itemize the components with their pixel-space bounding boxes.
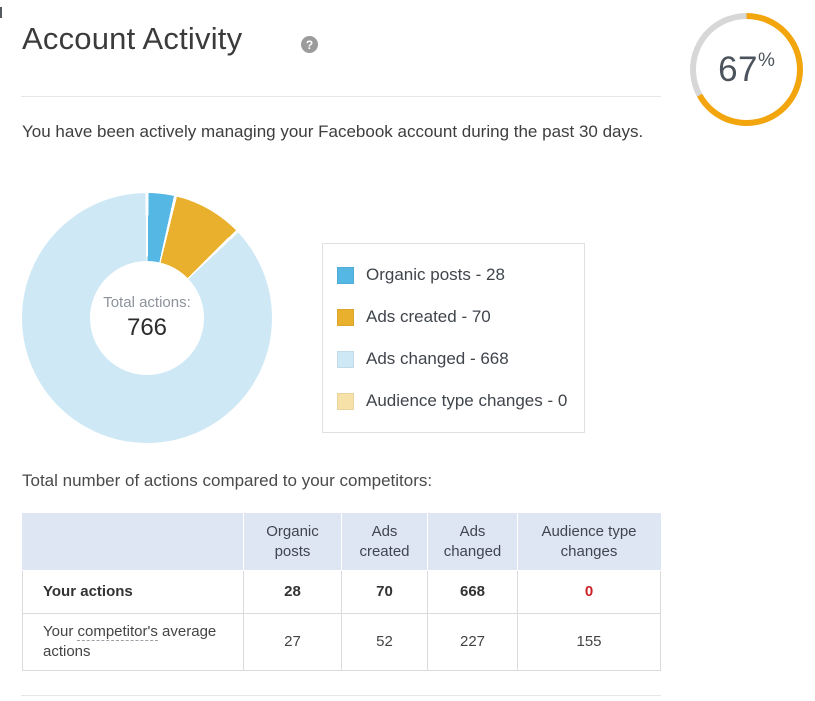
- row-label-competitor-average: Your competitor's average actions: [22, 613, 244, 671]
- table-header-row: Organic posts Ads created Ads changed Au…: [22, 513, 661, 571]
- donut-center: Total actions: 766: [90, 261, 204, 375]
- header-cell-ads-changed: Ads changed: [427, 513, 518, 571]
- competitor-organic-posts: 27: [243, 613, 342, 671]
- donut-center-value: 766: [126, 314, 168, 341]
- legend-item-ads-changed: Ads changed - 668: [337, 338, 570, 380]
- left-edge-artifact: [0, 7, 2, 18]
- donut-center-label: Total actions:: [103, 294, 191, 311]
- legend-item-organic-posts: Organic posts - 28: [337, 254, 570, 296]
- legend-label-audience-type-changes: Audience type changes - 0: [366, 391, 568, 410]
- legend-item-ads-created: Ads created - 70: [337, 296, 570, 338]
- row-label-your-actions: Your actions: [22, 570, 244, 614]
- comparison-heading: Total number of actions compared to your…: [22, 471, 433, 490]
- gauge-ring: 67%: [690, 13, 803, 126]
- legend-label-ads-changed: Ads changed - 668: [366, 349, 509, 368]
- competitor-audience-type-changes: 155: [517, 613, 661, 671]
- your-actions-organic-posts: 28: [243, 570, 342, 614]
- gauge-percent-sign: %: [758, 49, 775, 71]
- competitor-label-prefix: Your: [43, 623, 78, 640]
- legend-swatch-ads-changed: [337, 350, 354, 368]
- header-cell-ads-created: Ads created: [341, 513, 428, 571]
- competitor-ads-created: 52: [341, 613, 428, 671]
- intro-text: You have been actively managing your Fac…: [22, 122, 644, 141]
- legend-item-audience-type-changes: Audience type changes - 0: [337, 380, 570, 422]
- bottom-divider: [21, 695, 661, 696]
- competitor-ads-changed: 227: [427, 613, 518, 671]
- table-row-competitor-average: Your competitor's average actions 27 52 …: [22, 613, 661, 671]
- legend-label-organic-posts: Organic posts - 28: [366, 265, 505, 284]
- your-actions-ads-created: 70: [341, 570, 428, 614]
- header-cell-audience-type-changes: Audience type changes: [517, 513, 661, 571]
- competitor-tooltip-term[interactable]: competitor's: [77, 623, 158, 641]
- your-actions-ads-changed: 668: [427, 570, 518, 614]
- help-icon-glyph: ?: [305, 37, 314, 52]
- legend-label-ads-created: Ads created - 70: [366, 307, 491, 326]
- page-title: Account Activity: [22, 21, 243, 56]
- header-cell-empty: [22, 513, 244, 571]
- your-actions-audience-type-changes: 0: [517, 570, 661, 614]
- help-icon[interactable]: ?: [301, 36, 318, 53]
- chart-legend: Organic posts - 28 Ads created - 70 Ads …: [322, 243, 585, 433]
- donut-chart: Total actions: 766: [22, 193, 272, 443]
- header-cell-organic-posts: Organic posts: [243, 513, 342, 571]
- comparison-table: Organic posts Ads created Ads changed Au…: [22, 513, 661, 671]
- gauge-value: 67: [718, 49, 759, 89]
- competitor-label-suffix: average actions: [43, 623, 217, 660]
- table-row-your-actions: Your actions 28 70 668 0: [22, 570, 661, 614]
- title-divider: [21, 96, 661, 97]
- legend-swatch-audience-type-changes: [337, 392, 354, 410]
- gauge-center: 67%: [696, 19, 797, 120]
- legend-swatch-ads-created: [337, 308, 354, 326]
- legend-swatch-organic-posts: [337, 266, 354, 284]
